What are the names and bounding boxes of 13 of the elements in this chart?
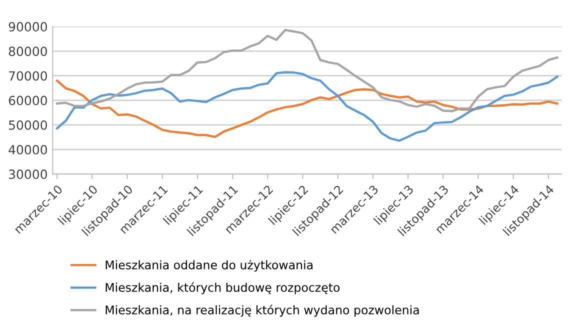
y-tick-label: 40000 bbox=[8, 144, 47, 154]
line-series bbox=[56, 28, 558, 112]
y-tick-label: 70000 bbox=[9, 71, 47, 81]
y-tick-label: 30000 bbox=[8, 170, 47, 180]
line-series bbox=[56, 80, 558, 138]
y-tick-label: 80000 bbox=[8, 46, 47, 56]
line-series bbox=[56, 71, 558, 142]
legend-label: Mieszkania, których budowę rozpoczęto bbox=[106, 282, 340, 294]
legend-label: Mieszkania, na realizację których wydano pozwolenia bbox=[106, 304, 419, 317]
y-tick-label: 50000 bbox=[8, 120, 47, 130]
y-tick-label: 60000 bbox=[8, 96, 47, 106]
y-tick-label: 90000 bbox=[8, 22, 47, 32]
legend-label: Mieszkania oddane do użytkowania bbox=[106, 260, 312, 272]
